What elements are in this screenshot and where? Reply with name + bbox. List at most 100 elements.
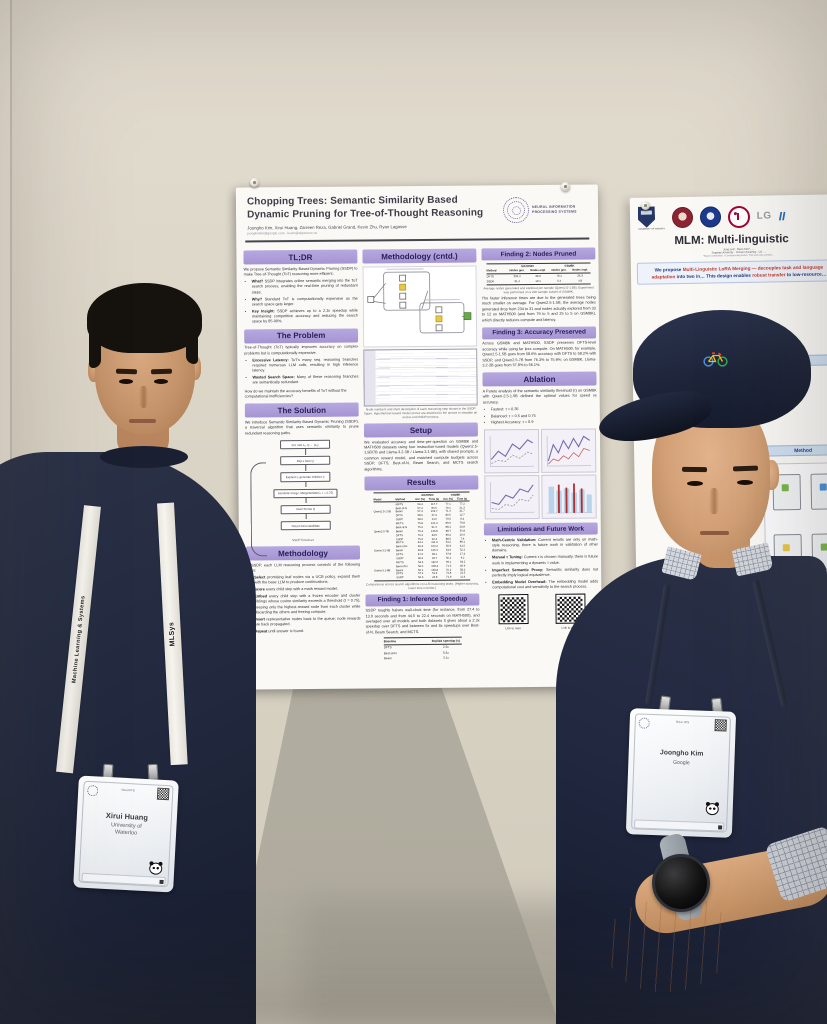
problem-intro: Tree-of-Thought (ToT) typically improves… xyxy=(244,344,359,356)
pushpin-icon xyxy=(641,201,650,210)
method-heading: Method xyxy=(761,444,827,457)
speedup-table: Baseline Implied speedup (x) DFTS 2.3x Bes… xyxy=(383,636,463,660)
right-poster-proposal: We propose Multi-Linguistic LoRA Merging… xyxy=(636,258,827,285)
section-finding3-heading: Finding 3: Accuracy Preserved xyxy=(482,326,597,340)
solution-intro: We introduce Semantic Similarity-Based D… xyxy=(244,419,359,436)
qr-repo-block: Link to repo xyxy=(497,594,529,631)
limitations-bullets: Math-Centric Validation: Current results… xyxy=(484,537,598,591)
lanyard-text-alt: MLSys xyxy=(168,621,177,647)
limitations-bullet: Embedding Model Overhead: The embedding … xyxy=(490,579,598,591)
methodology-bullet: Score every child step with a math rewar… xyxy=(252,587,360,593)
uoft-crest-label: UNIVERSITY OF TORONTO xyxy=(638,227,665,231)
results-rows: MCTS 54.4 117.7 77.1 77.2 Best-of-N 57.4 80.… xyxy=(374,502,471,580)
flowchart-box: Expand s, generate children C xyxy=(280,472,331,482)
left-person-eye xyxy=(154,379,168,384)
right-poster-logos: UNIVERSITY OF TORONTO LG II xyxy=(630,194,827,232)
poster-col-3: Finding 2: Nodes Pruned MATH500 GSM8K Me… xyxy=(481,244,599,659)
nodes-col-gen2: Nodes gen. xyxy=(551,267,567,272)
problem-bullet: Excessive Latency: ToT's many seq. reaso… xyxy=(250,357,358,374)
results-col-time1: Time (s) xyxy=(428,497,440,501)
badge-frame xyxy=(631,713,731,833)
setup-text: We evaluated accuracy and time-per-quest… xyxy=(364,439,479,472)
methodology-bullet: Repeat until answer is found. xyxy=(253,629,361,635)
ablation-intro: A Pareto analysis of the semantic simila… xyxy=(482,388,597,405)
methodology-bullet: Embed every child step with a frozen enc… xyxy=(252,594,360,616)
left-person-sweater xyxy=(0,452,256,1024)
results-col-acc1: Acc (%) xyxy=(415,497,425,501)
tldr-bullet: What? SSDP integrates online semantic me… xyxy=(250,278,358,295)
poster-col-2: Methodology (cntd.) xyxy=(362,245,480,660)
ssdp-flowchart: Init: root s₀, Q ← {s₀} Pop s from Q Expan… xyxy=(250,439,348,557)
methodology-intro: In SSDP, each LLM reasoning process cons… xyxy=(246,562,361,572)
speedup-row: Beam 3.1x xyxy=(383,655,449,660)
pushpin-icon xyxy=(250,178,259,187)
badge-affiliation-line2: Waterloo xyxy=(114,829,138,837)
yonsei-crest-icon xyxy=(699,206,721,228)
left-person-eye xyxy=(119,379,133,384)
poster-contact: joonghokim@google.com · kevin@algoverse.… xyxy=(247,230,318,236)
left-person-badge: NeurIPS Xirui Huang University of Waterl… xyxy=(73,775,179,893)
wall-shadow-lower xyxy=(300,900,600,1024)
tldr-bullet: Key Insight: SSDP achieves up to a 2.3x … xyxy=(250,308,358,325)
poster-title: Chopping Trees: Semantic Similarity Base… xyxy=(246,194,484,221)
problem-question: How do we maintain the accuracy benefits… xyxy=(244,388,347,399)
nodes-rows: DFTS 234.4 33.2 79.1 25.3 SSDP 31.4 12.1 5.4 4… xyxy=(487,273,591,284)
neurips-swirl-icon xyxy=(502,197,530,224)
results-caption: Comparisons across search algorithms on … xyxy=(365,581,479,590)
flowchart-boxes: Init: root s₀, Q ← {s₀} Pop s from Q Expan… xyxy=(263,439,348,538)
methodology-bullets: Select promising leaf nodes via a UCB po… xyxy=(246,575,361,635)
section-results-heading: Results xyxy=(364,475,479,491)
section-finding1-heading: Finding 1: Inference Speedup xyxy=(365,593,480,607)
results-col-time2: Time (s) xyxy=(456,497,468,501)
finding2-text: The faster inference times are due to th… xyxy=(481,295,596,322)
right-person-eyebrow xyxy=(732,465,759,471)
left-person-eyebrow xyxy=(115,368,138,374)
right-person-eye xyxy=(737,480,753,485)
section-ablation-heading: Ablation xyxy=(482,371,597,387)
poster-header: Chopping Trees: Semantic Similarity Base… xyxy=(236,184,598,238)
nodes-col-method: Method xyxy=(486,268,497,273)
ablation-bullet: Fastest: τ = 0.35 xyxy=(489,406,597,412)
limitations-bullet: Manual τ Tuning: Current τ is chosen man… xyxy=(490,555,598,567)
lg-logo-word: LG xyxy=(756,210,772,222)
flowchart-loop-arrow xyxy=(250,462,268,557)
proposal-seg-7: to low-resource… xyxy=(785,271,827,277)
section-problem-heading: The Problem xyxy=(244,328,359,344)
neurips-logo: NEURAL INFORMATION PROCESSING SYSTEMS xyxy=(502,197,589,224)
section-solution-heading: The Solution xyxy=(244,402,359,418)
limitations-bullet: Imperfect Semantic Proxy: Semantic simil… xyxy=(490,567,598,579)
results-col-method: Method xyxy=(395,497,406,501)
ablation-bullet: Highest Accuracy: τ = 0.9 xyxy=(489,420,597,426)
methodology-bullet: Insert representative nodes back to the … xyxy=(253,616,361,628)
main-poster: Chopping Trees: Semantic Similarity Base… xyxy=(235,184,603,690)
right-person-eyebrow xyxy=(681,466,708,472)
results-row: SSDP 56.6 24.8 71.9 11.6 xyxy=(396,575,466,580)
ablation-bullet: Balanced: τ = 0.5 and 0.75 xyxy=(489,413,597,419)
step-table-caption: Node numbers and short description of ea… xyxy=(364,406,478,420)
tldr-bullets: What? SSDP integrates online semantic me… xyxy=(244,278,358,325)
proposal-seg-5: into two in… This design enables xyxy=(675,272,753,279)
qr-repo-caption: Link to repo xyxy=(505,625,522,631)
nodes-caption: Average nodes generated and explored per… xyxy=(483,285,594,295)
tldr-intro: We propose Semantic Similarity-Based Dyn… xyxy=(243,266,358,277)
tot-tree-diagram xyxy=(362,265,478,348)
ablation-plot-3 xyxy=(484,475,540,520)
right-person-badge: NeurIPS Joongho Kim Google xyxy=(625,708,737,838)
flowchart-box: Return best candidate xyxy=(280,520,331,531)
right-person-eye xyxy=(687,481,703,486)
finding3-text: Across GSM8K and MATH500, SSDP preserves… xyxy=(482,340,597,368)
badge-qr-icon xyxy=(714,719,727,732)
uoft-crest-block: UNIVERSITY OF TORONTO xyxy=(638,206,665,230)
finding1-text: SSDP roughly halves wall-clock time (for… xyxy=(365,607,480,635)
section-limitations-heading: Limitations and Future Work xyxy=(483,522,598,536)
ablation-plot-2 xyxy=(541,428,597,473)
left-person-hair-side xyxy=(89,330,101,368)
pushpin-icon xyxy=(561,182,570,191)
ablation-plots xyxy=(483,428,597,520)
nodes-pruned-table: MATH500 GSM8K Method Nodes gen. Nodes ex… xyxy=(486,262,591,286)
tldr-bullet: Why? Standard ToT is computationally exp… xyxy=(250,296,358,308)
flowchart-box: Pop s from Q xyxy=(280,455,331,466)
ablation-bullets: Fastest: τ = 0.35Balanced: τ = 0.5 and 0… xyxy=(483,406,597,426)
